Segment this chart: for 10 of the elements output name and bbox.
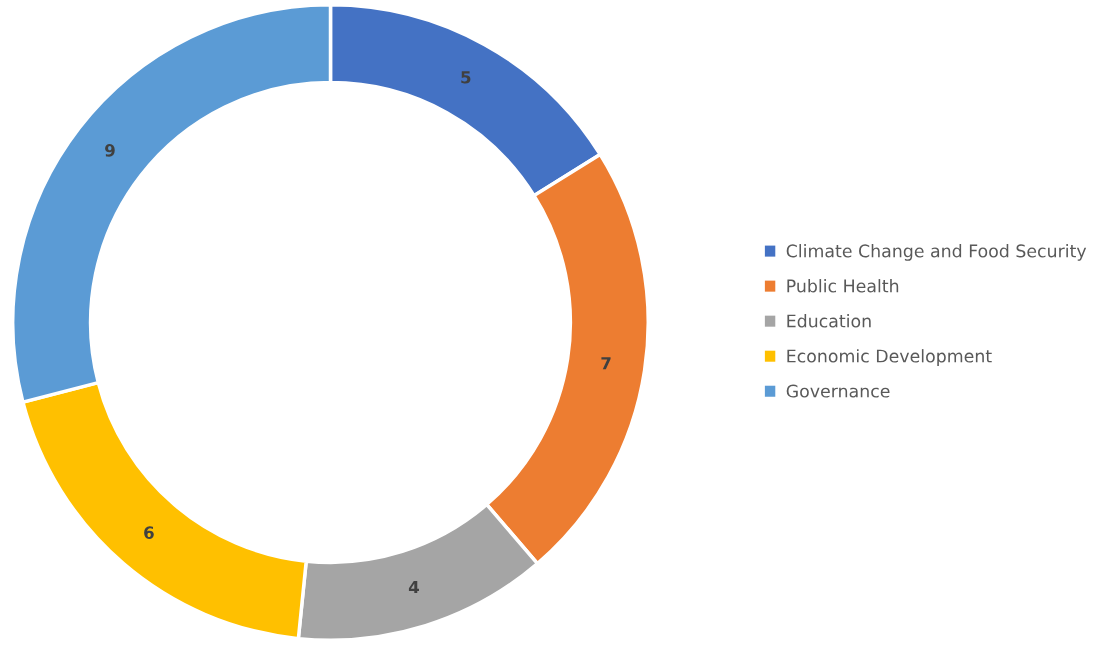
- data-label: 5: [461, 71, 471, 84]
- data-label: 9: [105, 144, 115, 157]
- data-label: 4: [408, 580, 419, 594]
- data-label: 6: [144, 526, 154, 539]
- legend-label: Public Health: [787, 279, 899, 293]
- legend-label: Climate Change and Food Security: [786, 244, 1087, 261]
- legend-label: Economic Development: [787, 349, 992, 366]
- legend-label: Governance: [786, 384, 890, 398]
- legend-label: Education: [787, 314, 871, 328]
- data-label: 7: [601, 357, 611, 370]
